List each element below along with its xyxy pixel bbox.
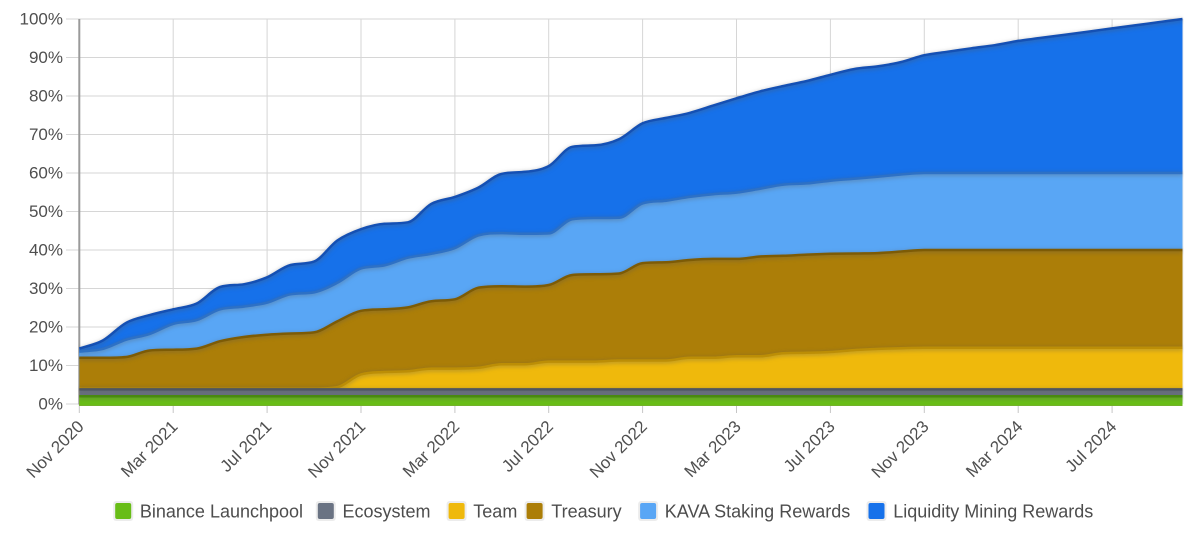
svg-text:KAVA Staking Rewards: KAVA Staking Rewards: [665, 502, 850, 522]
svg-text:40%: 40%: [29, 241, 63, 260]
svg-text:Ecosystem: Ecosystem: [343, 502, 431, 522]
svg-text:70%: 70%: [29, 125, 63, 144]
svg-text:60%: 60%: [29, 164, 63, 183]
svg-text:90%: 90%: [29, 48, 63, 67]
svg-text:80%: 80%: [29, 87, 63, 106]
svg-text:0%: 0%: [38, 395, 63, 414]
svg-text:Team: Team: [473, 502, 517, 522]
svg-text:30%: 30%: [29, 279, 63, 298]
svg-text:100%: 100%: [20, 10, 63, 29]
svg-text:Liquidity Mining Rewards: Liquidity Mining Rewards: [893, 502, 1093, 522]
svg-text:Binance Launchpool: Binance Launchpool: [140, 502, 303, 522]
svg-text:Treasury: Treasury: [551, 502, 621, 522]
svg-text:10%: 10%: [29, 356, 63, 375]
svg-text:50%: 50%: [29, 202, 63, 221]
svg-text:20%: 20%: [29, 318, 63, 337]
